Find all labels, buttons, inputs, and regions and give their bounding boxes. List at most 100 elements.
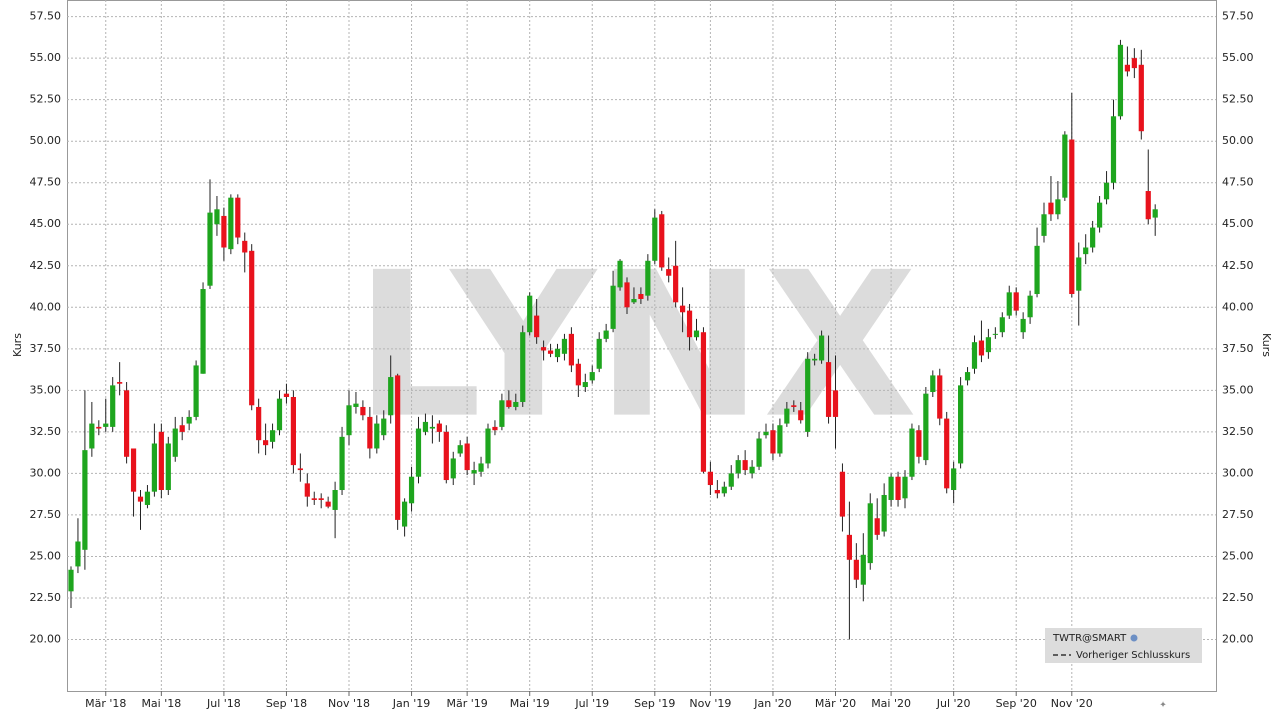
y2-tick-label: 20.00 — [1222, 633, 1254, 646]
y-tick-label: 57.50 — [30, 10, 62, 23]
candle-body — [568, 333, 574, 366]
candle-body — [652, 217, 658, 261]
y2-tick-label: 22.50 — [1222, 591, 1254, 604]
candle-body — [805, 358, 811, 432]
candle-body — [1027, 295, 1033, 318]
candle-body — [714, 490, 720, 494]
candle-body — [1090, 227, 1096, 248]
candle-body — [700, 332, 707, 472]
y-tick-label: 22.50 — [30, 591, 62, 604]
legend: TWTR@SMART Vorheriger Schlusskurs — [1045, 628, 1202, 663]
candle-body — [735, 460, 741, 474]
y-tick-label: 40.00 — [30, 300, 62, 313]
candle-body — [825, 362, 832, 417]
legend-label: TWTR@SMART — [1052, 633, 1127, 644]
candle-body — [978, 340, 985, 356]
candle-body — [554, 348, 561, 358]
candle-body — [1034, 245, 1040, 295]
candle-body — [881, 494, 887, 532]
candle-body — [332, 490, 338, 510]
y-tick-label: 45.00 — [30, 217, 62, 230]
x-tick-label: Mär '20 — [815, 697, 856, 710]
candle-body — [923, 393, 929, 461]
candle-body — [478, 463, 484, 472]
legend-icon — [1130, 634, 1138, 642]
candle-body — [1055, 199, 1061, 215]
candle-body — [283, 393, 290, 397]
candle-body — [944, 418, 950, 489]
candle-body — [888, 476, 894, 500]
candle-body — [89, 423, 95, 449]
candle-body — [860, 554, 866, 585]
candle-body — [1076, 257, 1082, 291]
x-tick-label: Nov '19 — [689, 697, 731, 710]
candle-body — [1069, 139, 1075, 295]
candle-body — [429, 426, 435, 429]
candle-body — [130, 448, 137, 492]
candle-body — [909, 428, 915, 477]
candle-body — [971, 342, 978, 369]
candle-body — [242, 240, 248, 253]
candle-body — [693, 330, 700, 338]
candle-body — [930, 375, 936, 393]
candle-body — [297, 468, 303, 471]
candle-body — [770, 430, 776, 454]
candle-body — [610, 285, 616, 329]
candle-body — [520, 332, 526, 402]
candle-body — [992, 333, 998, 335]
x-tick-label: Sep '19 — [634, 697, 675, 710]
candle-body — [492, 426, 498, 431]
y2-tick-label: 55.00 — [1222, 51, 1254, 64]
y2-tick-label: 25.00 — [1222, 549, 1254, 562]
y-axis-title: Kurs — [11, 333, 24, 357]
candle-body — [798, 410, 804, 421]
candle-body — [686, 310, 693, 338]
y2-tick-label: 47.50 — [1222, 176, 1254, 189]
candle-body — [172, 428, 178, 457]
candle-body — [659, 214, 665, 268]
x-tick-label: Sep '18 — [266, 697, 307, 710]
candle-body — [1117, 44, 1124, 117]
candle-body — [1041, 214, 1047, 236]
candle-body — [937, 375, 943, 419]
candle-body — [179, 425, 185, 432]
candle-body — [339, 436, 345, 491]
x-tick-label: Jan '20 — [753, 697, 791, 710]
y2-tick-label: 42.50 — [1222, 259, 1254, 272]
candle-body — [999, 317, 1005, 333]
candle-body — [117, 382, 123, 384]
candle-body — [1020, 318, 1026, 333]
candle-body — [450, 458, 456, 479]
candle-body — [151, 443, 157, 492]
candle-body — [381, 418, 387, 436]
candle-body — [318, 498, 324, 500]
candle-body — [784, 408, 790, 424]
y-tick-label: 25.00 — [30, 549, 62, 562]
candle-body — [916, 430, 922, 457]
candle-body — [228, 197, 234, 250]
candle-body — [269, 430, 276, 442]
y-tick-label: 30.00 — [30, 466, 62, 479]
y2-tick-label: 52.50 — [1222, 93, 1254, 106]
y2-tick-label: 37.50 — [1222, 342, 1254, 355]
candle-body — [1110, 116, 1117, 183]
candle-body — [311, 498, 317, 500]
candle-body — [395, 375, 401, 520]
candle-body — [374, 423, 380, 449]
candle-body — [214, 209, 220, 225]
candle-body — [96, 426, 102, 429]
candle-body — [235, 197, 241, 238]
plot-area — [67, 0, 1217, 692]
candle-body — [304, 483, 310, 497]
candle-body — [839, 471, 846, 517]
candle-body — [951, 468, 957, 491]
candle-body — [207, 212, 213, 286]
y-tick-label: 42.50 — [30, 259, 62, 272]
candle-body — [673, 265, 679, 303]
candle-body — [249, 250, 255, 406]
candle-body — [75, 541, 81, 567]
candle-body — [812, 358, 818, 361]
candle-body — [874, 518, 880, 535]
y-tick-label: 35.00 — [30, 383, 62, 396]
